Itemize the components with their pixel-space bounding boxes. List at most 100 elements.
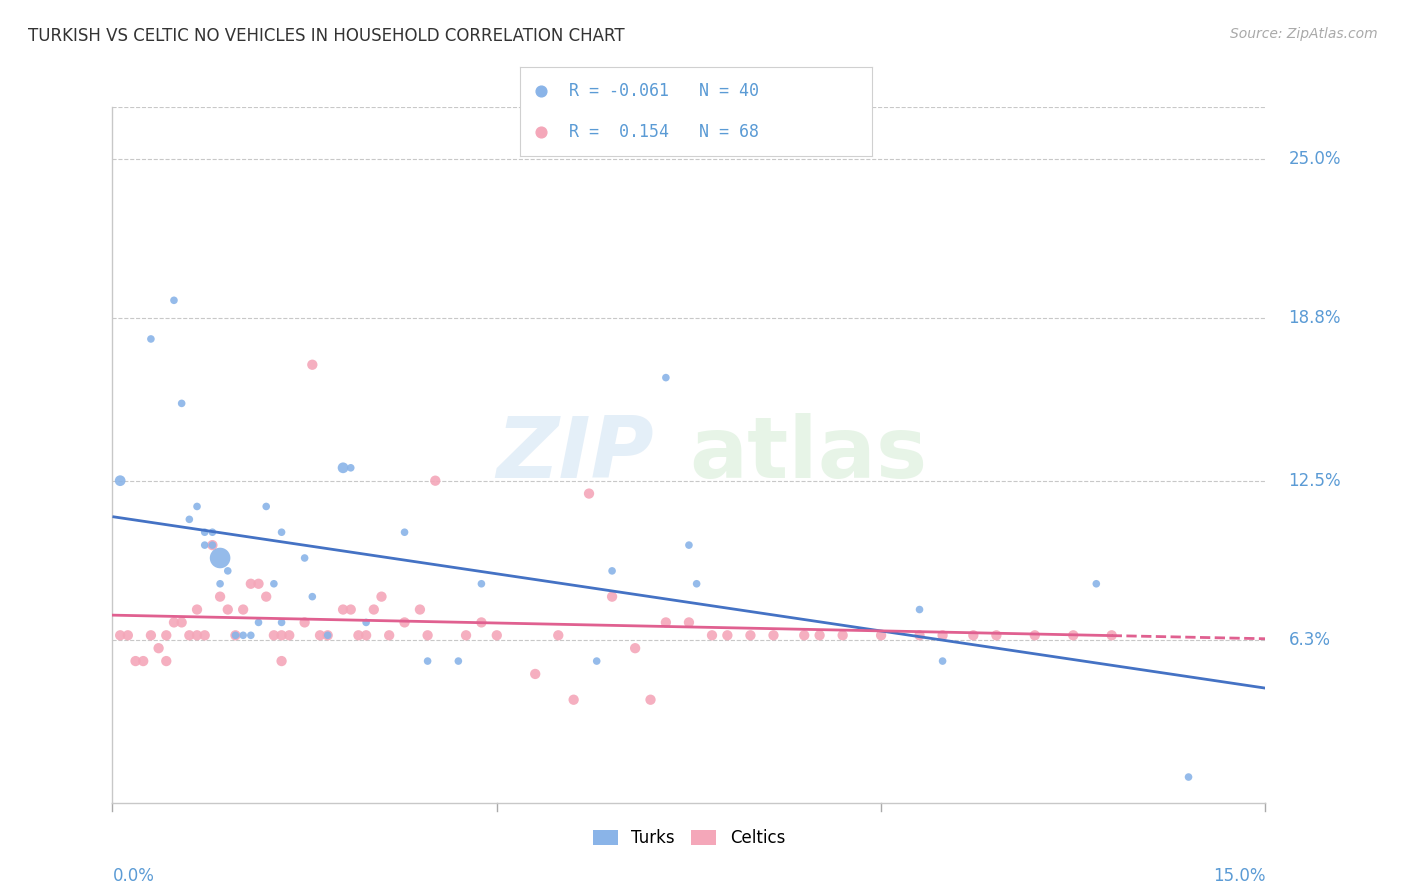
Point bbox=[1177, 770, 1199, 784]
Legend: Turks, Celtics: Turks, Celtics bbox=[586, 822, 792, 854]
Text: 25.0%: 25.0% bbox=[1288, 150, 1341, 168]
Point bbox=[270, 525, 292, 540]
Point bbox=[678, 615, 700, 630]
Point bbox=[562, 692, 585, 706]
Text: TURKISH VS CELTIC NO VEHICLES IN HOUSEHOLD CORRELATION CHART: TURKISH VS CELTIC NO VEHICLES IN HOUSEHO… bbox=[28, 27, 624, 45]
Point bbox=[655, 370, 678, 384]
Point bbox=[316, 628, 339, 642]
Point bbox=[762, 628, 785, 642]
Point bbox=[254, 500, 277, 514]
Point bbox=[908, 628, 931, 642]
Point bbox=[1062, 628, 1084, 642]
Point bbox=[600, 564, 623, 578]
Text: atlas: atlas bbox=[689, 413, 927, 497]
Point bbox=[194, 525, 217, 540]
Text: R =  0.154   N = 68: R = 0.154 N = 68 bbox=[569, 123, 759, 141]
Point bbox=[179, 512, 201, 526]
Point bbox=[831, 628, 853, 642]
Point bbox=[239, 576, 262, 591]
Point bbox=[270, 628, 292, 642]
Point bbox=[139, 332, 162, 346]
Point bbox=[139, 628, 162, 642]
Point bbox=[347, 628, 370, 642]
Point bbox=[309, 628, 332, 642]
Point bbox=[124, 654, 146, 668]
Point bbox=[186, 500, 208, 514]
Point bbox=[254, 590, 277, 604]
Point bbox=[524, 667, 547, 681]
Point bbox=[332, 602, 354, 616]
Point bbox=[425, 474, 447, 488]
Text: ZIP: ZIP bbox=[496, 413, 654, 497]
Point bbox=[685, 576, 707, 591]
Point bbox=[454, 628, 477, 642]
Point bbox=[931, 628, 953, 642]
Point bbox=[217, 564, 239, 578]
Point bbox=[678, 538, 700, 552]
Point bbox=[108, 628, 131, 642]
Point bbox=[179, 628, 201, 642]
Point bbox=[170, 396, 193, 410]
Point bbox=[247, 576, 270, 591]
Point bbox=[600, 590, 623, 604]
Text: R = -0.061   N = 40: R = -0.061 N = 40 bbox=[569, 82, 759, 100]
Point bbox=[194, 628, 217, 642]
Point bbox=[232, 628, 254, 642]
Point bbox=[132, 654, 155, 668]
Point bbox=[201, 538, 224, 552]
Point bbox=[655, 615, 678, 630]
Point bbox=[217, 602, 239, 616]
Point bbox=[209, 576, 232, 591]
Point bbox=[740, 628, 762, 642]
Point bbox=[224, 628, 246, 642]
Point bbox=[339, 460, 361, 475]
Point bbox=[301, 358, 323, 372]
Point bbox=[416, 654, 439, 668]
Point bbox=[700, 628, 723, 642]
Point bbox=[163, 615, 186, 630]
Point bbox=[316, 628, 339, 642]
Point bbox=[354, 615, 377, 630]
Point bbox=[931, 654, 953, 668]
Point bbox=[232, 602, 254, 616]
Point bbox=[239, 628, 262, 642]
Text: 0.0%: 0.0% bbox=[112, 867, 155, 885]
Point bbox=[1024, 628, 1046, 642]
Point bbox=[186, 628, 208, 642]
Text: 15.0%: 15.0% bbox=[1213, 867, 1265, 885]
Point bbox=[186, 602, 208, 616]
Point bbox=[108, 474, 131, 488]
Point bbox=[270, 654, 292, 668]
Point bbox=[155, 628, 177, 642]
Point bbox=[808, 628, 831, 642]
Point bbox=[339, 602, 361, 616]
Point bbox=[163, 293, 186, 308]
Point bbox=[530, 84, 553, 98]
Point bbox=[209, 590, 232, 604]
Point bbox=[270, 615, 292, 630]
Point bbox=[278, 628, 301, 642]
Point bbox=[394, 615, 416, 630]
Point bbox=[194, 538, 217, 552]
Point bbox=[201, 538, 224, 552]
Point bbox=[640, 692, 662, 706]
Point bbox=[332, 460, 354, 475]
Point bbox=[201, 525, 224, 540]
Point bbox=[793, 628, 815, 642]
Point bbox=[294, 551, 316, 566]
Point bbox=[394, 525, 416, 540]
Point bbox=[485, 628, 508, 642]
Point bbox=[263, 576, 285, 591]
Point bbox=[624, 641, 647, 656]
Point bbox=[870, 628, 893, 642]
Point bbox=[470, 576, 492, 591]
Point bbox=[1101, 628, 1123, 642]
Text: Source: ZipAtlas.com: Source: ZipAtlas.com bbox=[1230, 27, 1378, 41]
Point bbox=[148, 641, 170, 656]
Point bbox=[378, 628, 401, 642]
Point bbox=[263, 628, 285, 642]
Point bbox=[170, 615, 193, 630]
Point bbox=[224, 628, 246, 642]
Point bbox=[716, 628, 738, 642]
Point bbox=[908, 602, 931, 616]
